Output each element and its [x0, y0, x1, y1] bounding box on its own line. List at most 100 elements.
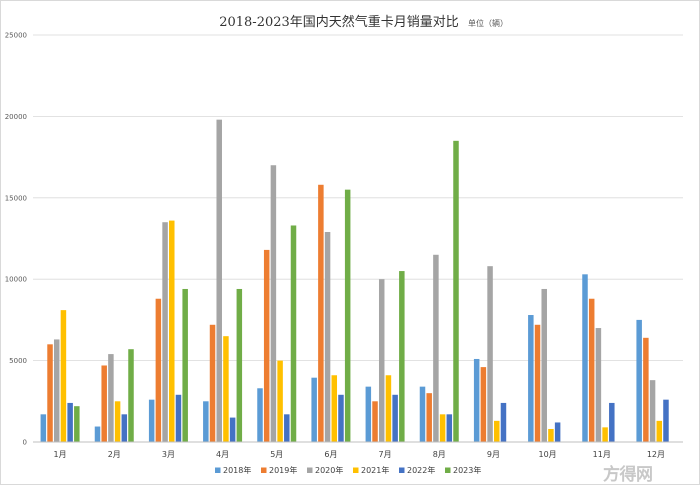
bar-2022年-6月 [338, 394, 344, 442]
bar-2023年-7月 [399, 271, 405, 442]
bar-2018年-11月 [582, 274, 588, 442]
bar-2018年-2月 [94, 426, 101, 442]
bar-2022年-7月 [392, 394, 398, 442]
x-axis-categories: 1月 2月 3月 4月 5月 6月 7月 8月 9月 10月 11月 12月 [54, 450, 665, 459]
bar-2022年-1月 [67, 402, 73, 442]
x-tick-label: 7月 [379, 450, 392, 459]
bar-2023年-6月 [344, 189, 351, 442]
bar-2023年-2月 [128, 349, 134, 442]
x-tick-label: 8月 [433, 450, 446, 459]
bar-2018年-5月 [257, 388, 263, 442]
x-tick-label: 10月 [538, 450, 556, 459]
bar-2023年-4月 [236, 288, 243, 442]
x-tick-label: 2月 [108, 450, 121, 459]
bar-2019年-1月 [47, 344, 53, 442]
bar-2019年-2月 [101, 365, 107, 442]
bar-2019年-8月 [426, 393, 432, 442]
bar-2021年-1月 [60, 310, 67, 442]
bar-2020年-8月 [433, 254, 439, 442]
bar-2021年-7月 [385, 375, 392, 442]
bar-2021年-3月 [169, 220, 175, 442]
bar-2018年-10月 [528, 315, 534, 442]
bar-2020年-7月 [378, 279, 385, 442]
bar-2020年-3月 [162, 222, 168, 442]
bar-2018年-3月 [148, 399, 155, 442]
bar-2019年-4月 [209, 324, 216, 442]
y-tick-label: 0 [23, 439, 27, 447]
legend-swatch [399, 467, 405, 473]
bar-2020年-6月 [324, 231, 331, 442]
x-tick-label: 3月 [162, 450, 175, 459]
bar-2018年-6月 [311, 377, 317, 442]
bar-2022年-11月 [609, 402, 615, 442]
x-tick-label: 11月 [593, 450, 611, 459]
y-axis-ticks: 0 5000 10000 15000 20000 25000 [5, 32, 27, 447]
legend-label: 2021年 [361, 465, 389, 475]
watermark-logo: 方得网 [603, 465, 653, 485]
bar-2018年-7月 [365, 386, 372, 442]
legend-label: 2022年 [407, 465, 435, 475]
x-tick-label: 1月 [54, 450, 67, 459]
legend-swatch [215, 467, 221, 473]
legend-swatch [353, 467, 359, 473]
bar-2019年-11月 [588, 298, 595, 442]
x-tick-label: 6月 [324, 450, 337, 459]
legend-swatch [307, 467, 313, 473]
legend-label: 2019年 [269, 465, 297, 475]
bar-2019年-5月 [263, 249, 270, 442]
legend-label: 2023年 [453, 465, 481, 475]
bar-2020年-11月 [595, 328, 602, 442]
bar-2020年-12月 [649, 380, 656, 442]
gridlines [33, 34, 683, 362]
bar-2018年-12月 [636, 319, 642, 442]
bar-2021年-11月 [602, 427, 608, 442]
bars [40, 119, 669, 443]
legend-label: 2018年 [223, 465, 251, 475]
bar-2021年-9月 [494, 420, 500, 442]
bar-2021年-10月 [548, 428, 554, 442]
bar-2022年-5月 [284, 414, 290, 442]
bar-2021年-5月 [277, 360, 283, 442]
bar-2022年-3月 [175, 394, 182, 442]
bar-2021年-2月 [114, 401, 121, 442]
bar-2020年-4月 [216, 119, 222, 442]
bar-2018年-9月 [473, 358, 480, 442]
bar-2022年-8月 [446, 414, 453, 442]
bar-2020年-10月 [541, 288, 547, 442]
x-tick-label: 4月 [216, 450, 229, 459]
bar-2019年-3月 [155, 298, 162, 442]
bar-2019年-7月 [372, 401, 378, 442]
legend-swatch [261, 467, 267, 473]
bar-2021年-12月 [656, 420, 663, 442]
bar-2018年-4月 [203, 401, 209, 442]
y-tick-label: 10000 [5, 276, 27, 284]
bar-2018年-8月 [419, 386, 426, 442]
bar-2018年-1月 [40, 414, 47, 442]
bar-2022年-10月 [554, 422, 561, 442]
bar-2023年-1月 [74, 406, 80, 442]
bar-2020年-2月 [108, 354, 114, 442]
bar-2021年-8月 [439, 414, 446, 442]
y-tick-label: 25000 [5, 32, 27, 40]
bar-2023年-8月 [453, 140, 459, 442]
bar-2021年-6月 [331, 375, 338, 442]
bar-2019年-10月 [534, 324, 541, 442]
bar-2023年-5月 [290, 225, 297, 442]
x-tick-label: 9月 [487, 450, 500, 459]
x-tick-label: 5月 [270, 450, 283, 459]
y-tick-label: 15000 [5, 194, 27, 202]
bar-2022年-9月 [500, 402, 507, 442]
legend-label: 2020年 [315, 465, 343, 475]
legend-swatch [445, 467, 451, 473]
bar-2022年-2月 [121, 414, 128, 442]
chart-title: 2018-2023年国内天然气重卡月销量对比 [219, 14, 459, 30]
bar-2020年-5月 [270, 165, 277, 443]
y-tick-label: 20000 [5, 113, 27, 121]
bar-2022年-4月 [229, 417, 236, 442]
bar-2019年-12月 [643, 337, 649, 442]
bar-2020年-9月 [487, 266, 493, 442]
unit-note: 单位（辆） [468, 18, 508, 28]
bar-2022年-12月 [663, 399, 669, 442]
